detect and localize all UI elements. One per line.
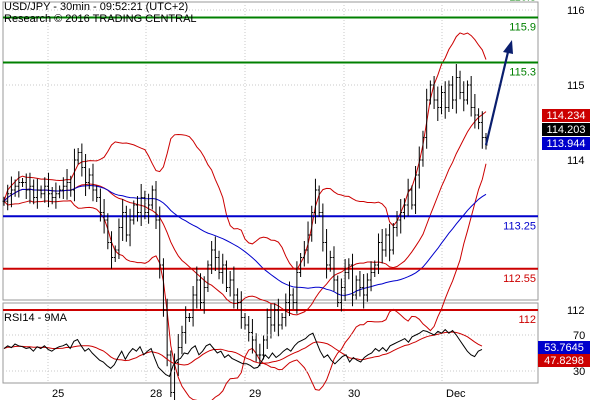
price-tag: [542, 123, 590, 136]
projection-arrow-head: [503, 40, 513, 54]
price-tag-label: 114.234: [547, 110, 586, 122]
rsi-tick-label: 70: [573, 330, 585, 342]
x-tick-label: 25: [52, 388, 64, 400]
bollinger-middle-band: [3, 111, 487, 316]
rsi-value-tag: [538, 354, 590, 367]
bollinger-lower-band: [3, 163, 487, 400]
level-label: 115.3: [509, 67, 536, 79]
chart-credit: Research © 2016 TRADING CENTRAL: [4, 13, 197, 25]
level-label: 116.3: [509, 0, 536, 4]
rsi-value-tag: [538, 341, 590, 354]
x-tick-label: 29: [249, 388, 261, 400]
chart-title: USD/JPY - 30min - 09:52:21 (UTC+2): [4, 1, 189, 13]
bollinger-upper-band: [3, 32, 487, 271]
y-tick-label: 116: [567, 5, 585, 17]
x-tick-label: 30: [348, 388, 360, 400]
rsi-value-label: 47.8298: [544, 355, 584, 367]
rsi-ma-line: [3, 331, 483, 366]
price-tag-label: 114.203: [547, 124, 586, 136]
price-tag: [542, 109, 590, 122]
projection-arrow: [484, 51, 510, 146]
level-label: 115.9: [509, 22, 536, 34]
y-tick-label: 114: [567, 155, 585, 167]
rsi-title: RSI14 - 9MA: [4, 312, 68, 324]
price-tag-label: 113.944: [547, 138, 586, 150]
x-tick-label: 28: [150, 388, 162, 400]
x-tick-label: Dec: [446, 388, 466, 400]
level-label: 112.55: [503, 273, 536, 285]
level-label: 113.25: [503, 220, 536, 232]
rsi-tick-label: 30: [573, 366, 585, 378]
moving-average-line: [3, 184, 487, 296]
y-tick-label: 112: [567, 305, 585, 317]
price-panel-frame: [2, 1, 539, 301]
rsi-line: [3, 328, 483, 378]
price-tag: [542, 137, 590, 150]
rsi-value-label: 53.7645: [544, 342, 584, 354]
level-label: 112: [518, 314, 536, 326]
y-tick-label: 115: [567, 80, 585, 92]
